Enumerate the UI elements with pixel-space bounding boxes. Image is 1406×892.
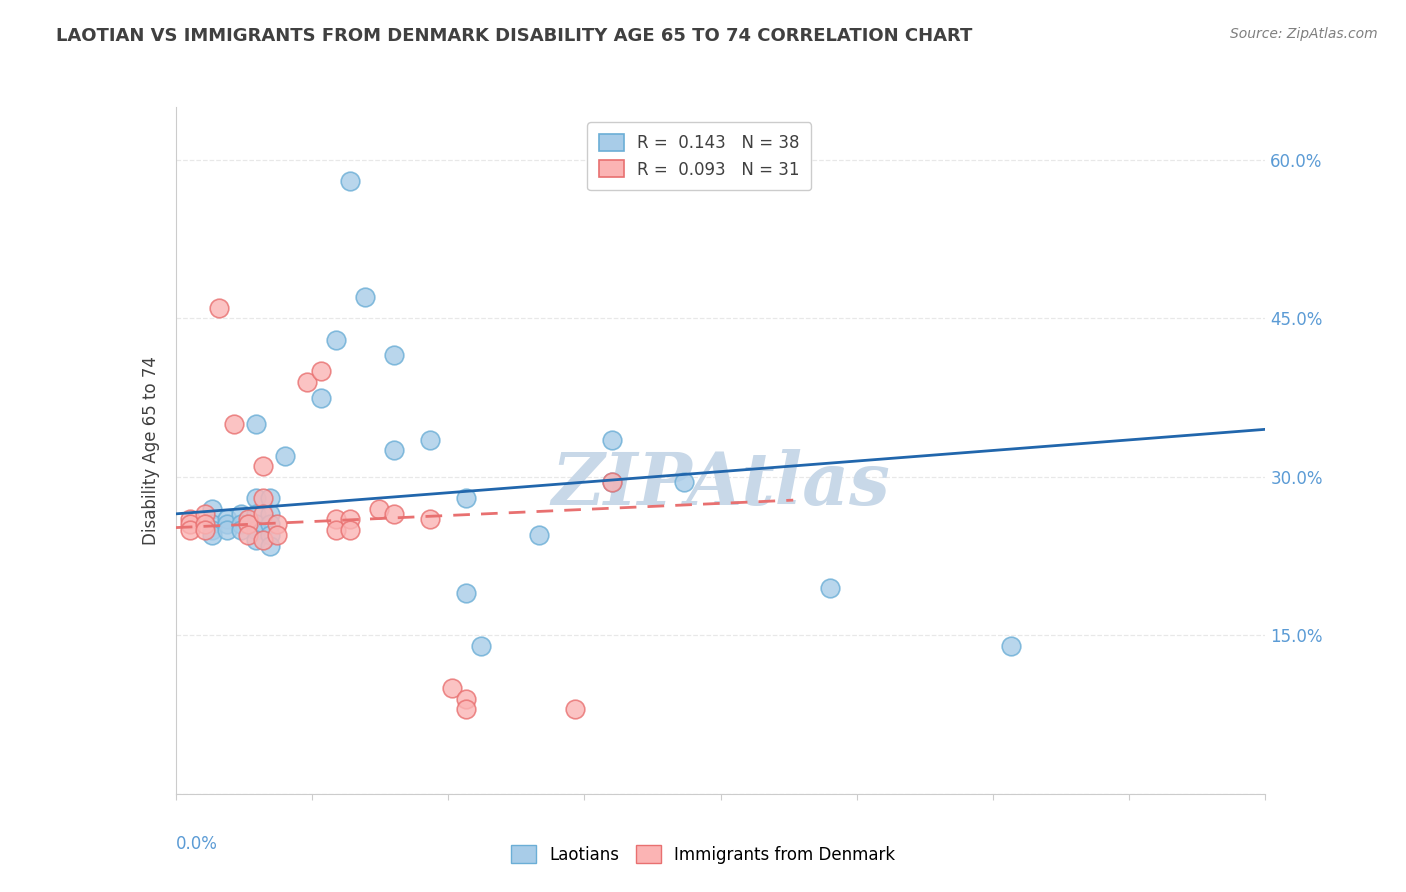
Point xyxy=(295,375,318,389)
Point xyxy=(259,517,281,532)
Point xyxy=(456,691,478,706)
Point xyxy=(818,581,841,595)
Point xyxy=(339,523,361,537)
Point xyxy=(309,364,332,378)
Point xyxy=(527,528,550,542)
Point xyxy=(382,507,405,521)
Point xyxy=(231,517,253,532)
Point xyxy=(600,475,623,490)
Point xyxy=(252,507,274,521)
Point xyxy=(201,523,224,537)
Point xyxy=(1000,639,1022,653)
Point xyxy=(215,512,238,526)
Point xyxy=(339,512,361,526)
Legend: R =  0.143   N = 38, R =  0.093   N = 31: R = 0.143 N = 38, R = 0.093 N = 31 xyxy=(588,122,811,190)
Point xyxy=(238,517,260,532)
Point xyxy=(266,517,288,532)
Point xyxy=(245,523,267,537)
Point xyxy=(245,533,267,548)
Point xyxy=(245,491,267,505)
Text: ZIPAtlas: ZIPAtlas xyxy=(551,450,890,520)
Point xyxy=(456,491,478,505)
Point xyxy=(470,639,492,653)
Point xyxy=(179,517,201,532)
Point xyxy=(440,681,463,696)
Point xyxy=(673,475,696,490)
Text: 0.0%: 0.0% xyxy=(176,835,218,853)
Point xyxy=(238,528,260,542)
Point xyxy=(194,523,217,537)
Point xyxy=(325,523,347,537)
Point xyxy=(194,517,217,532)
Point xyxy=(266,528,288,542)
Text: LAOTIAN VS IMMIGRANTS FROM DENMARK DISABILITY AGE 65 TO 74 CORRELATION CHART: LAOTIAN VS IMMIGRANTS FROM DENMARK DISAB… xyxy=(56,27,973,45)
Point xyxy=(231,523,253,537)
Point xyxy=(600,475,623,490)
Point xyxy=(179,512,201,526)
Point xyxy=(194,507,217,521)
Point xyxy=(201,501,224,516)
Point xyxy=(419,512,441,526)
Point xyxy=(382,443,405,458)
Point xyxy=(201,528,224,542)
Point xyxy=(259,491,281,505)
Point xyxy=(382,348,405,362)
Point xyxy=(222,417,245,431)
Point xyxy=(456,586,478,600)
Point xyxy=(368,501,391,516)
Point xyxy=(215,523,238,537)
Point xyxy=(245,517,267,532)
Y-axis label: Disability Age 65 to 74: Disability Age 65 to 74 xyxy=(142,356,160,545)
Point xyxy=(309,391,332,405)
Point xyxy=(259,528,281,542)
Point xyxy=(419,433,441,447)
Point xyxy=(238,512,260,526)
Point xyxy=(339,174,361,188)
Point xyxy=(325,333,347,347)
Point xyxy=(208,301,231,315)
Legend: Laotians, Immigrants from Denmark: Laotians, Immigrants from Denmark xyxy=(505,838,901,871)
Point xyxy=(252,459,274,474)
Point xyxy=(201,517,224,532)
Point xyxy=(179,523,201,537)
Point xyxy=(325,512,347,526)
Point xyxy=(259,507,281,521)
Point xyxy=(600,433,623,447)
Text: Source: ZipAtlas.com: Source: ZipAtlas.com xyxy=(1230,27,1378,41)
Point xyxy=(245,507,267,521)
Point xyxy=(259,539,281,553)
Point xyxy=(252,533,274,548)
Point xyxy=(456,702,478,716)
Point xyxy=(353,290,375,304)
Point xyxy=(231,507,253,521)
Point xyxy=(274,449,297,463)
Point xyxy=(245,417,267,431)
Point xyxy=(564,702,586,716)
Point xyxy=(252,491,274,505)
Point xyxy=(215,517,238,532)
